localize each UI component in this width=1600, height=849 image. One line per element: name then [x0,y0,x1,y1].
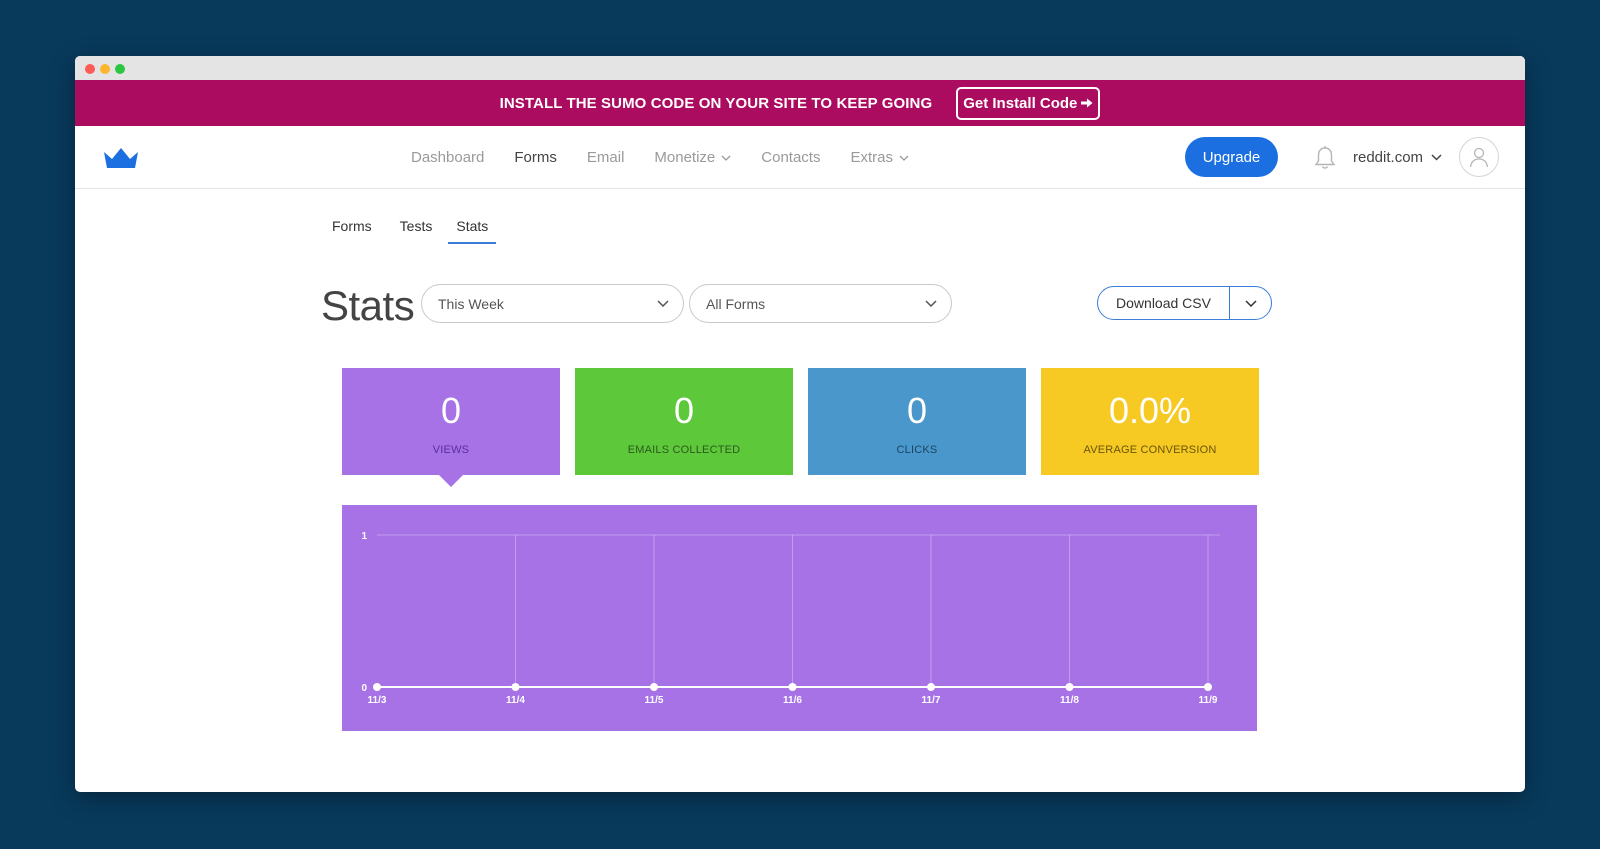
nav-item-contacts[interactable]: Contacts [761,149,820,166]
chart-y-tick-label: 0 [361,683,367,694]
clicks-card[interactable]: 0 CLICKS [808,368,1026,475]
top-navigation: Dashboard Forms Email Monetize Contacts Extra… [75,126,1525,189]
chart-x-tick-label: 11/9 [1199,695,1218,706]
close-window-icon[interactable] [85,64,95,74]
arrow-right-icon [1081,98,1093,108]
chart-data-point [1065,683,1074,691]
chart-svg: 0 1 11/3 11/4 11/5 11/6 11/7 11/8 11/9 [361,531,1220,706]
chart-data-point [1204,683,1212,691]
download-csv-button[interactable]: Download CSV [1116,295,1211,311]
emails-collected-card[interactable]: 0 EMAILS COLLECTED [575,368,793,475]
forms-select-value: All Forms [706,295,766,312]
chevron-down-icon [657,300,669,307]
views-label: VIEWS [432,444,470,456]
chart-data-point [788,683,797,691]
get-install-code-label: Get Install Code [963,94,1078,112]
sumo-crown-logo-icon[interactable] [103,146,139,170]
user-icon [1469,147,1489,168]
account-label: reddit.com [1353,149,1424,166]
minimize-window-icon[interactable] [100,64,110,74]
main-nav: Dashboard Forms Email Monetize Contacts Extra… [411,126,909,189]
chart-x-tick-label: 11/7 [922,695,941,706]
banner-text: INSTALL THE SUMO CODE ON YOUR SITE TO KE… [499,94,933,112]
download-options-toggle[interactable] [1229,287,1271,319]
nav-item-email[interactable]: Email [587,149,625,166]
forms-select[interactable]: All Forms [689,284,952,323]
nav-item-label: Monetize [654,149,716,166]
account-dropdown[interactable]: reddit.com [1353,126,1442,189]
clicks-label: CLICKS [896,444,938,456]
tab-forms[interactable]: Forms [332,218,372,234]
nav-item-dashboard[interactable]: Dashboard [411,149,484,166]
average-conversion-card[interactable]: 0.0% AVERAGE CONVERSION [1041,368,1259,475]
tab-tests[interactable]: Tests [399,218,433,234]
chart-x-tick-label: 11/8 [1060,695,1079,706]
chevron-down-icon [1431,154,1442,161]
views-value: 0 [440,390,462,431]
chevron-down-icon [899,155,909,161]
chart-x-tick-label: 11/4 [506,695,525,706]
nav-item-label: Contacts [761,149,821,166]
download-csv-group: Download CSV [1097,286,1272,320]
nav-item-label: Extras [850,149,893,166]
chart-data-point [650,683,658,691]
tab-stats[interactable]: Stats [448,214,497,244]
get-install-code-button[interactable]: Get Install Code [956,86,1101,120]
chart-x-tick-label: 11/6 [783,695,802,706]
nav-item-label: Forms [514,149,557,166]
period-select-value: This Week [438,295,504,312]
chevron-down-icon [925,300,937,307]
views-card[interactable]: 0 VIEWS [342,368,560,487]
period-select[interactable]: This Week [421,284,684,323]
chart-data-point [511,683,520,691]
nav-item-label: Dashboard [411,149,485,166]
nav-item-label: Email [586,149,625,166]
nav-item-forms[interactable]: Forms [514,149,557,166]
install-banner: INSTALL THE SUMO CODE ON YOUR SITE TO KE… [75,80,1525,126]
chart-x-tick-label: 11/5 [645,695,664,706]
bell-icon[interactable] [1313,145,1337,171]
emails-collected-value: 0 [673,390,695,431]
average-conversion-value: 0.0% [1108,390,1192,431]
browser-window: INSTALL THE SUMO CODE ON YOUR SITE TO KE… [75,56,1525,792]
window-titlebar [75,56,1525,80]
page-title: Stats [321,282,415,329]
chevron-down-icon [1244,299,1257,307]
clicks-value: 0 [906,390,928,431]
stat-cards: 0 VIEWS 0 EMAILS COLLECTED 0 CLICKS 0.0%… [342,368,1259,487]
avatar[interactable] [1459,137,1499,177]
nav-item-extras[interactable]: Extras [850,149,909,166]
chevron-down-icon [721,155,731,161]
upgrade-button[interactable]: Upgrade [1185,137,1278,177]
sub-tabs: Forms Tests Stats [328,214,497,244]
average-conversion-label: AVERAGE CONVERSION [1083,444,1217,456]
maximize-window-icon[interactable] [115,64,125,74]
chart-y-tick-label: 1 [361,531,367,542]
chart-data-point [373,683,381,691]
chart-data-point [927,683,935,691]
stats-chart: 0 1 11/3 11/4 11/5 11/6 11/7 11/8 11/9 [342,505,1257,731]
nav-item-monetize[interactable]: Monetize [654,149,731,166]
emails-collected-label: EMAILS COLLECTED [627,444,741,456]
chart-x-tick-label: 11/3 [368,695,387,706]
